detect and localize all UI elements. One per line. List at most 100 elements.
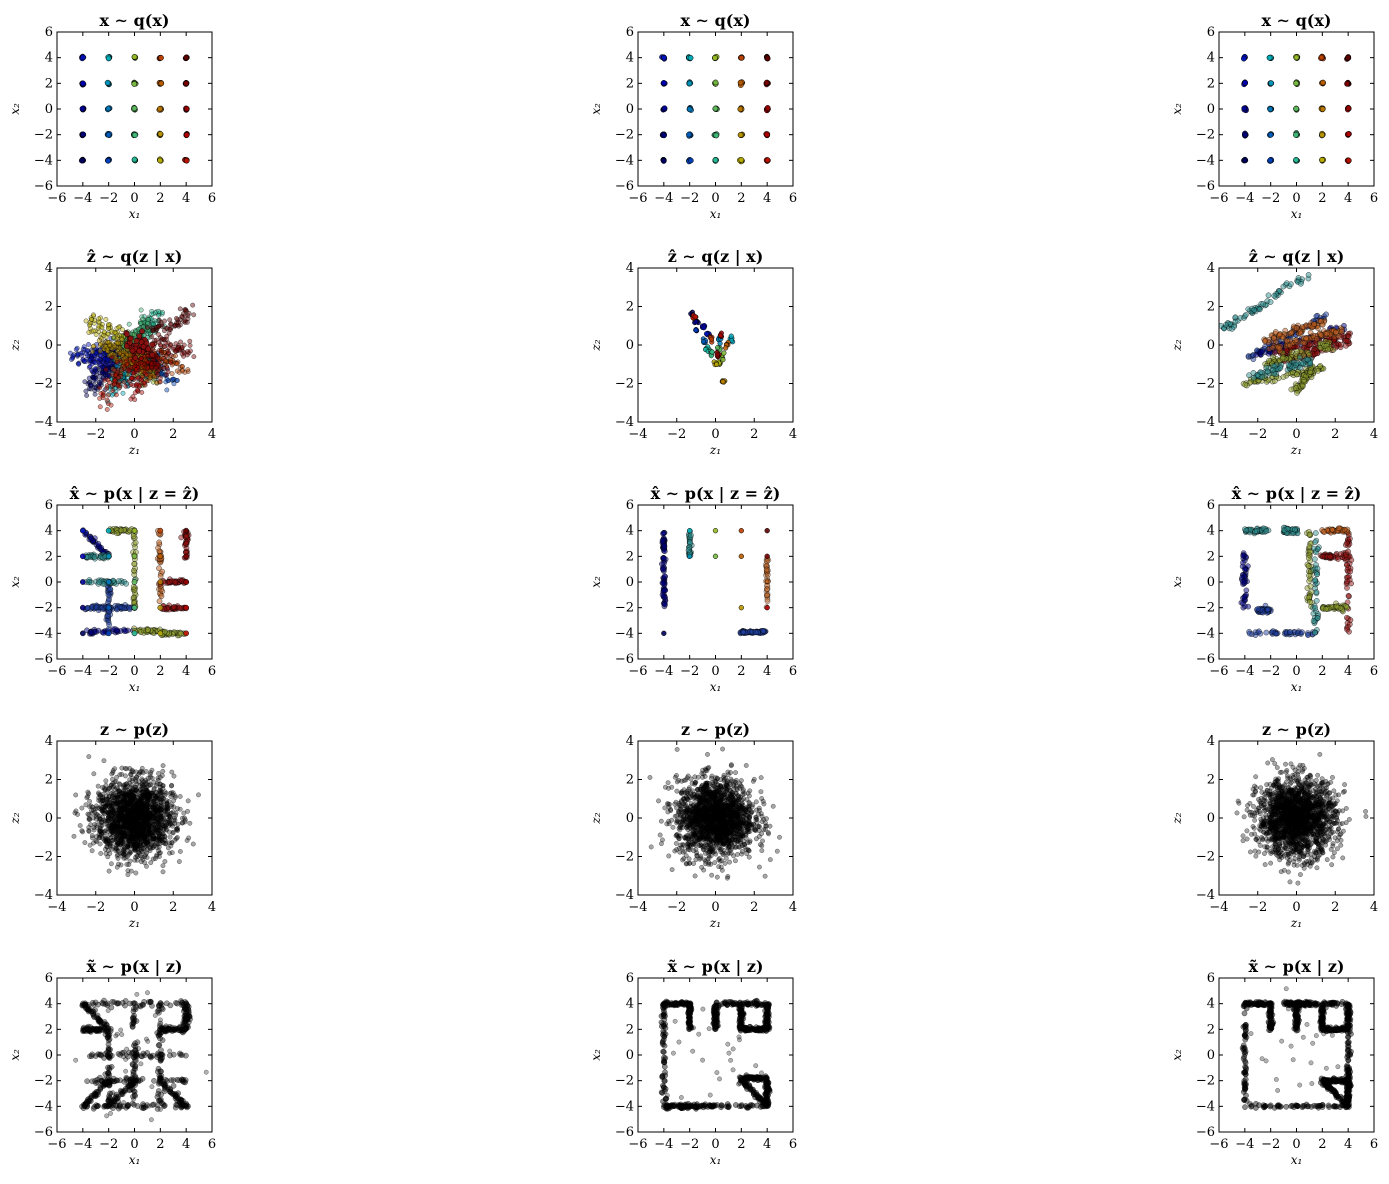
data-point (113, 392, 119, 398)
scatter-points (1240, 53, 1352, 165)
data-point (1276, 345, 1283, 352)
data-point (693, 327, 699, 333)
y-tick-label: 2 (1207, 549, 1215, 564)
data-point (147, 331, 153, 337)
x-axis-label: x₁ (129, 207, 141, 221)
data-point (103, 368, 108, 374)
data-point (686, 131, 692, 138)
data-point (79, 553, 86, 560)
data-point (160, 768, 166, 774)
data-point (1294, 390, 1300, 396)
data-point (157, 375, 163, 381)
data-point (96, 338, 102, 343)
data-point (181, 342, 187, 348)
data-point (80, 54, 86, 61)
data-point (107, 586, 113, 592)
data-point (1314, 350, 1320, 357)
data-point (686, 80, 693, 87)
data-point (1287, 629, 1293, 635)
data-point (109, 354, 115, 360)
data-point (1267, 299, 1274, 305)
data-point (1323, 311, 1329, 318)
data-point (688, 532, 694, 539)
data-point (1293, 337, 1300, 343)
data-point (740, 629, 747, 636)
data-point (712, 528, 719, 534)
data-point (153, 365, 159, 371)
x-tick-label: 0 (130, 900, 138, 915)
data-point (714, 345, 721, 351)
subplot-r3-c3: x̂ ∼ p(x | z = ẑ)−6 −4 −2 0 2 4 6−6−4−20246x₁x… (1170, 484, 1378, 694)
data-point (712, 553, 719, 559)
data-point (136, 348, 143, 355)
data-point (93, 332, 99, 337)
data-point (176, 604, 183, 611)
y-tick-label: 0 (45, 102, 53, 117)
data-point (1338, 341, 1344, 348)
data-point (161, 344, 167, 350)
data-point (172, 579, 179, 585)
data-point (1324, 346, 1331, 353)
data-point (738, 528, 744, 534)
data-point (91, 343, 97, 349)
data-point (183, 132, 190, 138)
data-point (118, 358, 124, 364)
data-point (90, 328, 96, 334)
y-tick-label: 4 (626, 524, 634, 539)
data-point (1242, 157, 1248, 164)
data-point (763, 578, 769, 585)
data-point (157, 579, 164, 585)
y-tick-label: −2 (615, 377, 634, 392)
data-point (79, 604, 86, 611)
data-point (179, 351, 185, 357)
data-point (97, 362, 103, 368)
data-point (1311, 629, 1318, 636)
data-point (714, 352, 720, 358)
data-point (121, 379, 127, 385)
data-point (131, 579, 138, 585)
data-point (1222, 322, 1229, 328)
y-tick-label: −6 (34, 652, 53, 667)
data-point (145, 317, 151, 322)
data-point (157, 157, 163, 164)
x-axis-label: z₁ (128, 443, 140, 457)
data-point (91, 377, 97, 383)
y-tick-label: 0 (1207, 102, 1215, 117)
data-point (760, 628, 766, 634)
data-point (160, 309, 165, 315)
data-point (136, 333, 143, 339)
data-point (164, 365, 170, 371)
plot-title: ẑ ∼ q(z | x) (668, 247, 764, 266)
x-tick-label: 2 (1331, 427, 1339, 442)
data-point (661, 630, 667, 636)
y-tick-label: 0 (626, 575, 634, 590)
data-point (167, 326, 173, 332)
y-tick-label: 0 (626, 338, 634, 353)
scatter-points (659, 53, 771, 165)
data-point (105, 325, 111, 331)
data-point (1323, 606, 1329, 613)
data-point (1268, 80, 1274, 86)
x-tick-label: 4 (763, 191, 771, 206)
data-point (187, 338, 193, 344)
y-tick-label: 2 (45, 773, 53, 788)
data-point (159, 336, 165, 342)
data-point (1271, 335, 1277, 342)
data-point (71, 833, 77, 839)
y-tick-label: 2 (626, 300, 634, 315)
data-point (120, 390, 126, 396)
data-point (1288, 329, 1295, 336)
scatter-points (1238, 524, 1355, 638)
data-point (134, 387, 140, 393)
data-point (97, 348, 103, 354)
data-point (106, 622, 113, 628)
scatter-points (659, 528, 772, 637)
x-tick-label: −2 (99, 664, 118, 679)
y-tick-label: −4 (34, 153, 53, 168)
data-point (661, 54, 667, 61)
data-point (105, 55, 112, 62)
x-tick-label: −2 (680, 664, 699, 679)
data-point (1269, 345, 1276, 351)
data-point (133, 367, 139, 373)
